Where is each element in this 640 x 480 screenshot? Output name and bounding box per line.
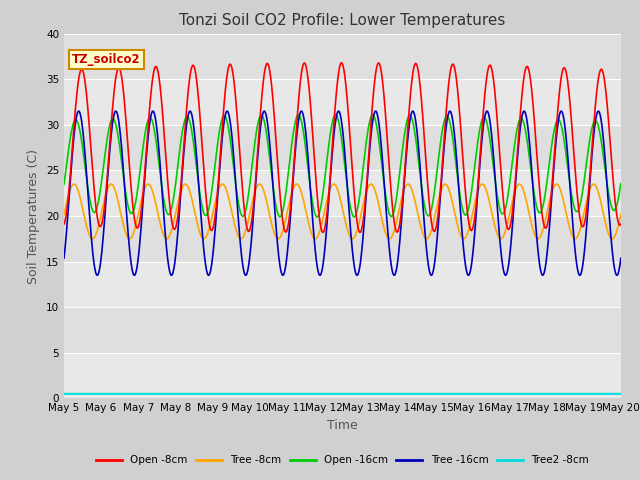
Y-axis label: Soil Temperatures (C): Soil Temperatures (C) [28,148,40,284]
Title: Tonzi Soil CO2 Profile: Lower Temperatures: Tonzi Soil CO2 Profile: Lower Temperatur… [179,13,506,28]
Bar [64,34,621,79]
Bar [64,216,621,262]
Bar [64,307,621,353]
Legend: Open -8cm, Tree -8cm, Open -16cm, Tree -16cm, Tree2 -8cm: Open -8cm, Tree -8cm, Open -16cm, Tree -… [92,451,593,469]
Text: TZ_soilco2: TZ_soilco2 [72,53,141,66]
Bar [64,125,621,170]
X-axis label: Time: Time [327,419,358,432]
